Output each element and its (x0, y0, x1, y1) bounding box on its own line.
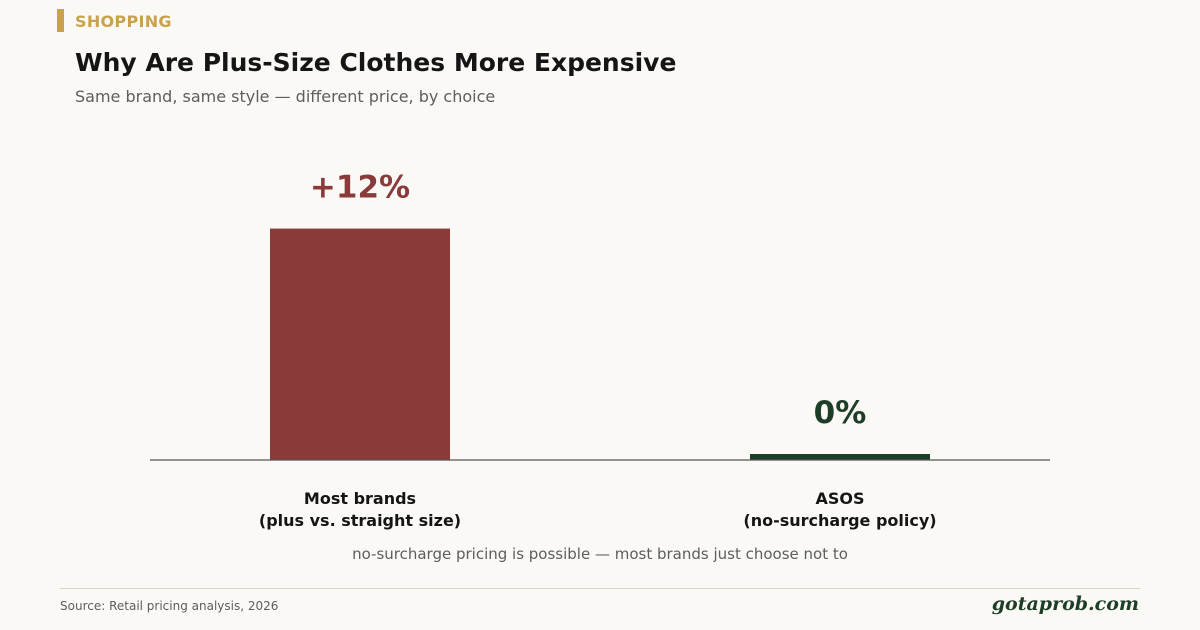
source-note: Source: Retail pricing analysis, 2026 (60, 599, 279, 613)
kicker-accent-bar (57, 9, 64, 32)
category-label-2-line-1: ASOS (815, 489, 864, 508)
kicker-label: SHOPPING (75, 12, 172, 31)
bar-1 (270, 228, 450, 460)
bar-2 (750, 454, 930, 460)
brand-logo: gotaprob.com (991, 593, 1139, 615)
chart-annotation: no-surcharge pricing is possible — most … (352, 545, 848, 563)
category-label-2-line-2: (no-surcharge policy) (743, 511, 936, 530)
value-label-1: +12% (310, 170, 410, 206)
footer-divider (60, 588, 1140, 589)
category-label-1-line-1: Most brands (304, 489, 416, 508)
category-label-1-line-2: (plus vs. straight size) (259, 511, 461, 530)
chart-title: Why Are Plus-Size Clothes More Expensive (75, 48, 677, 77)
chart-subtitle: Same brand, same style — different price… (75, 87, 496, 106)
value-label-2: 0% (814, 395, 867, 431)
